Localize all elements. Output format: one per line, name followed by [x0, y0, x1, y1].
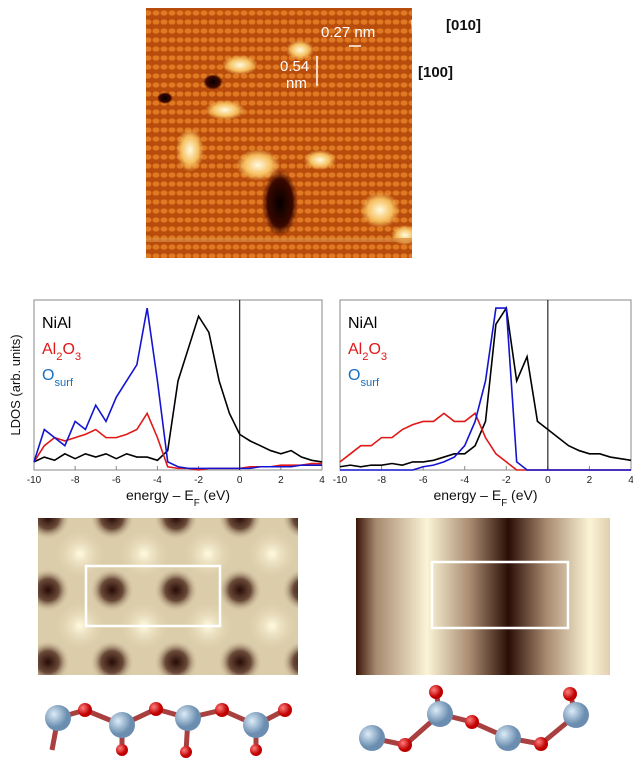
y-axis-label: LDOS (arb. units): [8, 334, 23, 435]
x-axis-label: energy – EF (eV): [433, 487, 537, 509]
spacing-label: 0.27 nm: [321, 24, 375, 41]
legend-label: Al2O3: [42, 341, 81, 363]
structure-left: [45, 702, 292, 758]
series-line: [33, 411, 322, 471]
charts: -10 -8 -6 -4 -2 0 2 4 NiAl Al2O3 Osurf energy – EF …: [8, 299, 633, 509]
x-tick-label: 2: [587, 475, 593, 486]
x-tick-label: 0: [237, 475, 243, 486]
sim-image-left: [38, 518, 298, 675]
plot-frame: [339, 299, 632, 471]
x-tick-label: -8: [377, 475, 386, 486]
stm-annotations: 0.27 nm 0.54 nm [010] [100]: [280, 15, 481, 92]
x-tick-label: -6: [419, 475, 428, 486]
legend-label: Al2O3: [348, 341, 387, 363]
x-tick-label: -2: [194, 475, 203, 486]
plot-frame: [33, 299, 323, 471]
x-axis-label: energy – EF (eV): [126, 487, 230, 509]
series-line: [33, 314, 323, 463]
spacing-label: 0.54: [280, 58, 309, 75]
x-tick-label: -10: [27, 475, 42, 486]
x-tick-label: -4: [460, 475, 469, 486]
series-line: [340, 307, 631, 471]
sim-image-right: [356, 518, 610, 675]
legend-label: NiAl: [348, 315, 377, 332]
direction-label: [100]: [418, 64, 453, 81]
legend-label: Osurf: [348, 367, 380, 389]
x-tick-label: 0: [545, 475, 551, 486]
structure-right: [359, 685, 589, 752]
x-tick-label: -8: [71, 475, 80, 486]
direction-label: [010]: [446, 17, 481, 34]
stm-image: [146, 8, 412, 258]
x-tick-label: -4: [153, 475, 162, 486]
spacing-label: nm: [286, 75, 307, 92]
x-tick-label: -2: [502, 475, 511, 486]
x-tick-label: 4: [628, 475, 633, 486]
x-tick-label: 4: [319, 475, 325, 486]
legend-label: NiAl: [42, 315, 71, 332]
x-tick-label: 2: [278, 475, 284, 486]
x-tick-label: -10: [333, 475, 348, 486]
legend-label: Osurf: [42, 367, 74, 389]
series-line: [339, 305, 632, 468]
series-line: [33, 307, 322, 470]
x-tick-label: -6: [112, 475, 121, 486]
